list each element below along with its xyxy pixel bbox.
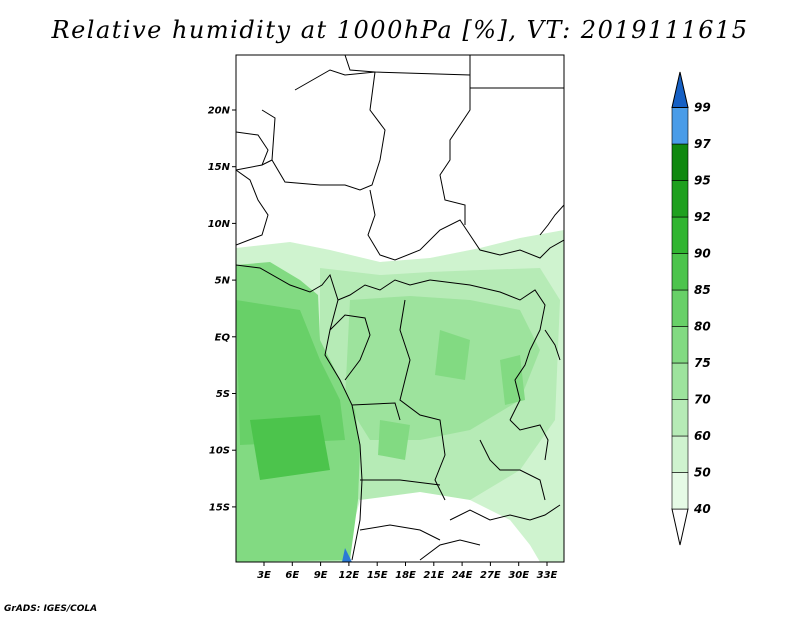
colorbar-label: 97 (694, 137, 711, 151)
colorbar-label: 85 (694, 283, 711, 297)
colorbar-label: 60 (694, 429, 711, 443)
colorbar-label: 90 (694, 247, 711, 261)
boundaries (236, 55, 564, 561)
colorbar: 40 50 60 70 75 80 85 90 92 95 97 99 (671, 71, 711, 546)
map-frame (235, 54, 565, 563)
colorbar-label: 99 (694, 101, 711, 115)
colorbar-label: 80 (694, 320, 711, 334)
colorbar-max-triangle (671, 71, 689, 108)
page-title: Relative humidity at 1000hPa [%], VT: 20… (51, 16, 749, 44)
longitude-axis: 3E 6E 9E 12E 15E 18E 21E 24E 27E 30E 33E (257, 562, 558, 581)
lat-tick-label: 10N (208, 219, 231, 230)
lat-tick-label: 15N (208, 162, 231, 173)
lon-tick-label: 6E (285, 570, 299, 581)
lon-tick-label: 21E (423, 570, 444, 581)
colorbar-segment (671, 289, 689, 327)
colorbar-segment (671, 253, 689, 291)
lat-tick-label: 15S (209, 502, 230, 513)
lat-tick-label: 20N (208, 106, 231, 117)
colorbar-label: 75 (694, 356, 711, 370)
lon-tick-label: 33E (537, 570, 558, 581)
colorbar-segment (671, 362, 689, 400)
colorbar-segment (671, 180, 689, 218)
lat-tick-label: 5S (216, 389, 230, 400)
colorbar-segment (671, 143, 689, 181)
colorbar-label: 92 (694, 210, 711, 224)
lon-tick-label: 3E (257, 570, 271, 581)
colorbar-label: 95 (694, 174, 711, 188)
colorbar-segment (671, 435, 689, 473)
latitude-axis: 20N 15N 10N 5N EQ 5S 10S 15S (208, 106, 236, 513)
lon-tick-label: 24E (452, 570, 473, 581)
lat-tick-label: EQ (215, 332, 231, 343)
colorbar-segment (671, 107, 689, 145)
colorbar-label: 50 (694, 466, 711, 480)
lon-tick-label: 18E (395, 570, 416, 581)
credit-label: GrADS: IGES/COLA (4, 604, 98, 614)
colorbar-min-triangle (671, 508, 689, 546)
lon-tick-label: 9E (314, 570, 328, 581)
lon-tick-label: 27E (480, 570, 501, 581)
lat-tick-label: 5N (215, 276, 231, 287)
lon-tick-label: 30E (508, 570, 529, 581)
lat-tick-label: 10S (209, 446, 230, 457)
colorbar-segment (671, 472, 689, 510)
colorbar-label: 40 (693, 502, 711, 516)
colorbar-segment (671, 399, 689, 437)
lon-tick-label: 12E (339, 570, 360, 581)
colorbar-label: 70 (694, 393, 711, 407)
colorbar-segment (671, 216, 689, 254)
humidity-shading (236, 230, 564, 562)
lon-tick-label: 15E (367, 570, 388, 581)
colorbar-segment (671, 326, 689, 364)
